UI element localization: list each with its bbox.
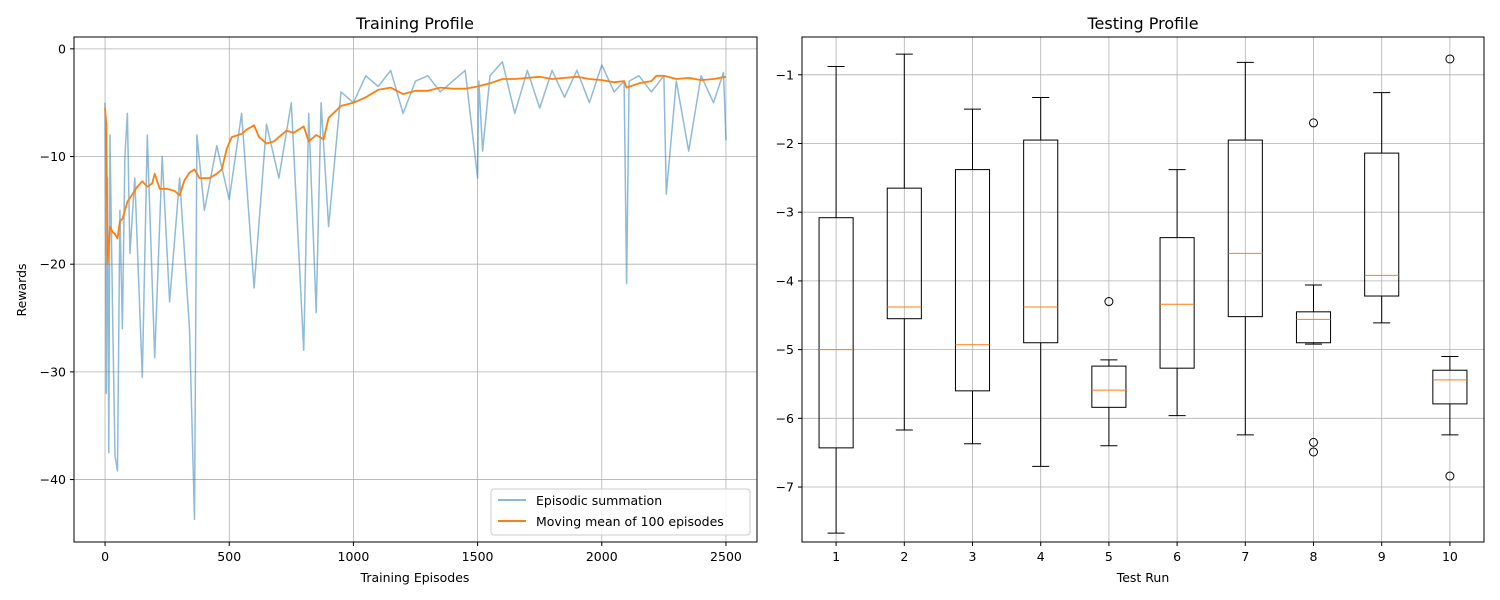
testing-axes-frame <box>801 36 1485 543</box>
box-run-3 <box>954 108 991 445</box>
iqr-box-9 <box>1364 152 1400 297</box>
box-run-5 <box>1091 297 1127 447</box>
box-run-9 <box>1364 92 1400 324</box>
training-profile-panel: Training Profile 0 500 1000 1500 2000 2500 0 −1… <box>14 14 758 585</box>
training-xtick-label-0: 0 <box>101 549 109 564</box>
iqr-box-8 <box>1295 311 1332 344</box>
training-xlabel: Training Episodes <box>360 570 470 585</box>
testing-ytick-label-5: −6 <box>776 411 794 426</box>
testing-ticks: 1 2 3 4 5 6 7 8 9 10 −1 −2 −3 −4 −5 −6 −7 <box>776 67 1458 564</box>
training-xtick-label-2: 1000 <box>338 549 370 564</box>
outlier-8-0 <box>1309 118 1318 128</box>
legend-frame <box>490 488 751 536</box>
iqr-box-6 <box>1159 237 1195 369</box>
testing-xtick-label-7: 7 <box>1241 549 1249 564</box>
outlier-5-0 <box>1104 297 1114 307</box>
training-ytick-label-4: −40 <box>40 472 66 487</box>
training-grid <box>74 37 757 542</box>
training-legend: Episodic summation Moving mean of 100 ep… <box>490 488 751 536</box>
training-xtick-label-3: 1500 <box>462 549 494 564</box>
legend-moving-mean-label: Moving mean of 100 episodes <box>536 514 724 529</box>
testing-xlabel: Test Run <box>1116 570 1170 585</box>
testing-ytick-label-2: −3 <box>776 205 794 220</box>
training-ticks: 0 500 1000 1500 2000 2500 0 −10 −20 −30 −40 <box>40 41 742 564</box>
training-ytick-label-3: −30 <box>40 364 66 379</box>
testing-xtick-label-9: 9 <box>1378 549 1386 564</box>
testing-xtick-label-4: 4 <box>1037 549 1045 564</box>
outlier-8-2 <box>1309 447 1318 457</box>
iqr-box-10 <box>1432 369 1468 405</box>
iqr-box-7 <box>1227 139 1263 318</box>
testing-ytick-label-6: −7 <box>776 480 794 495</box>
training-axes-frame <box>73 36 758 543</box>
training-profile-title: Training Profile <box>355 14 474 33</box>
training-xtick-label-4: 2000 <box>586 549 618 564</box>
box-run-7 <box>1227 61 1263 436</box>
testing-ytick-label-4: −5 <box>776 342 794 357</box>
testing-xtick-label-5: 5 <box>1105 549 1113 564</box>
training-ytick-label-2: −20 <box>40 257 66 272</box>
moving-mean-line <box>104 74 727 266</box>
box-run-6 <box>1159 169 1195 417</box>
testing-xtick-label-10: 10 <box>1442 549 1458 564</box>
training-series <box>104 61 727 521</box>
legend-episodic-label: Episodic summation <box>536 493 662 508</box>
episodic-summation-line <box>104 61 727 521</box>
iqr-box-3 <box>954 169 991 392</box>
testing-boxes <box>818 53 1468 534</box>
training-xtick-label-1: 500 <box>217 549 241 564</box>
box-run-1 <box>818 66 854 534</box>
box-run-4 <box>1023 96 1059 467</box>
box-run-10 <box>1432 54 1468 481</box>
outlier-10-0 <box>1445 54 1455 64</box>
testing-ytick-label-3: −4 <box>776 273 794 288</box>
iqr-box-5 <box>1091 365 1127 408</box>
training-ylabel: Rewards <box>14 263 29 316</box>
iqr-box-2 <box>886 187 922 320</box>
iqr-box-4 <box>1023 139 1059 344</box>
box-run-8 <box>1295 118 1332 457</box>
testing-ytick-label-1: −2 <box>776 136 794 151</box>
testing-xtick-label-8: 8 <box>1310 549 1318 564</box>
testing-xtick-label-2: 2 <box>900 549 908 564</box>
testing-xtick-label-6: 6 <box>1173 549 1181 564</box>
training-xtick-label-5: 2500 <box>710 549 742 564</box>
training-ytick-label-0: 0 <box>58 41 66 56</box>
testing-profile-title: Testing Profile <box>1086 14 1198 33</box>
iqr-box-1 <box>818 217 854 449</box>
testing-ytick-label-0: −1 <box>776 67 794 82</box>
testing-xtick-label-1: 1 <box>832 549 840 564</box>
box-run-2 <box>886 53 922 431</box>
outlier-10-1 <box>1445 471 1455 481</box>
testing-xtick-label-3: 3 <box>969 549 977 564</box>
outlier-8-1 <box>1309 437 1318 447</box>
testing-profile-panel: Testing Profile 1 2 3 4 5 6 7 8 9 10 −1 −2 −3 −4 −5 −6 −… <box>776 14 1485 585</box>
training-ytick-label-1: −10 <box>40 149 66 164</box>
